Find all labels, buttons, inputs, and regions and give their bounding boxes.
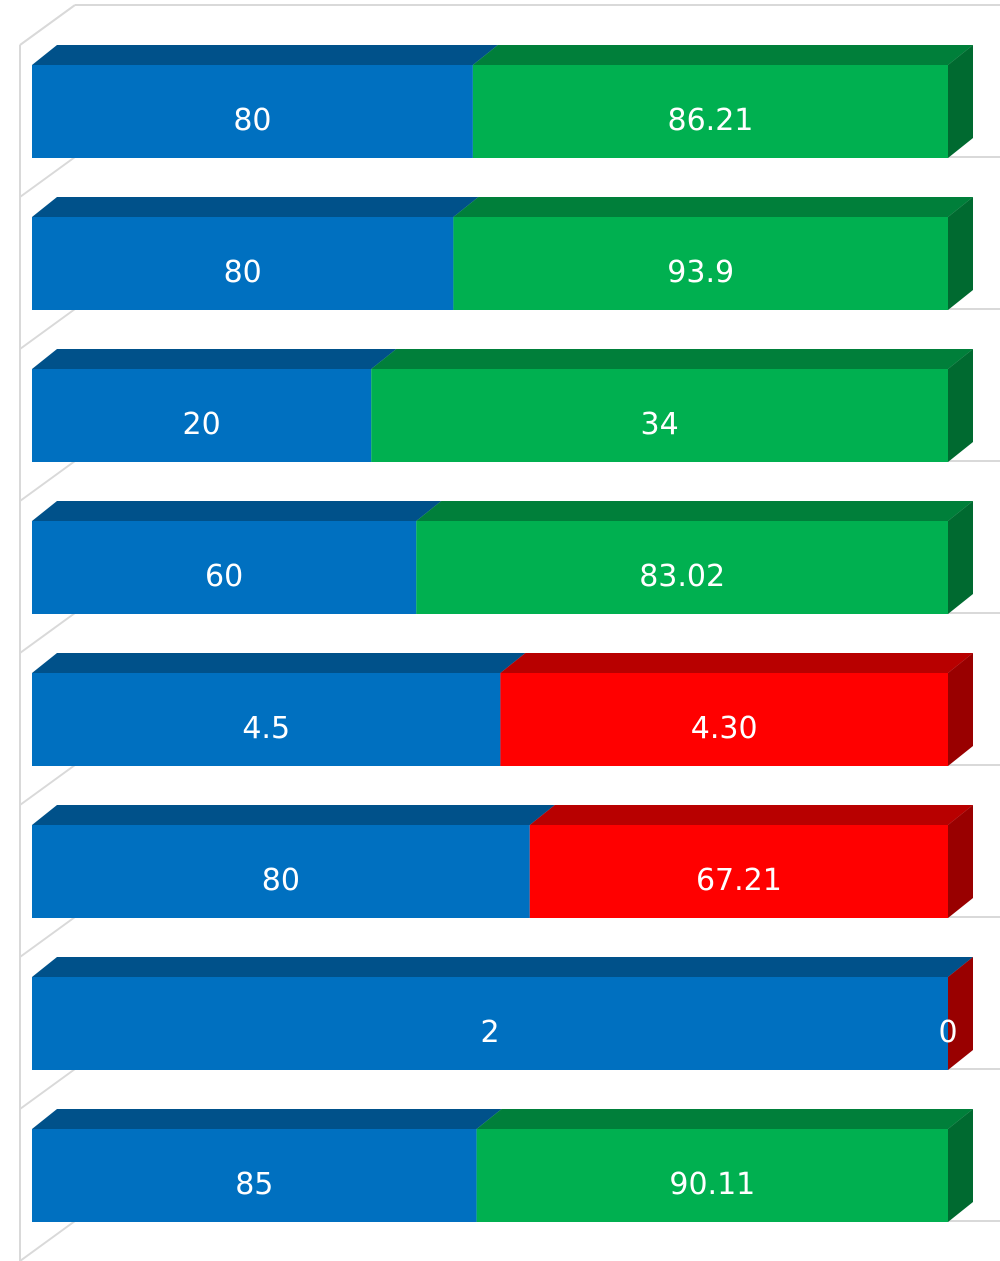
- category-separator: [19, 916, 76, 958]
- bar-top: [32, 349, 397, 369]
- bar-front: [32, 65, 473, 158]
- bar-top: [32, 1109, 502, 1129]
- bar-top: [32, 957, 973, 977]
- bar-top: [472, 45, 973, 65]
- bar-top: [32, 653, 526, 673]
- bar-front: [32, 369, 372, 462]
- bar-side: [948, 1109, 973, 1222]
- category-separator: [19, 764, 76, 806]
- bar-segment: [32, 501, 442, 614]
- data-label: 4.5: [242, 711, 290, 746]
- data-label: 20: [183, 407, 221, 442]
- bar-top: [32, 805, 555, 825]
- bar-segment: [32, 957, 973, 1070]
- data-label: 85: [235, 1167, 273, 1202]
- bar-front: [32, 673, 501, 766]
- bar-front: [416, 521, 948, 614]
- bar-side: [948, 349, 973, 462]
- bar-segment: [500, 653, 973, 766]
- data-label: 80: [224, 255, 262, 290]
- data-label: 90.11: [669, 1167, 755, 1202]
- bar-top: [453, 197, 973, 217]
- category-separator: [19, 156, 76, 198]
- bar-front: [472, 65, 948, 158]
- bar-front: [32, 217, 454, 310]
- bar-top: [371, 349, 973, 369]
- bar-segment: [32, 805, 555, 918]
- bar-side: [948, 197, 973, 310]
- bar-top: [32, 501, 442, 521]
- category-separator: [19, 460, 76, 502]
- category-separator: [19, 1068, 76, 1110]
- bar-segment: [32, 197, 479, 310]
- bar-segment: [32, 1109, 502, 1222]
- category-separator: [19, 612, 76, 654]
- bar-front: [32, 1129, 477, 1222]
- bar-side: [948, 957, 973, 1070]
- bar-segment: [32, 349, 397, 462]
- data-label: 34: [641, 407, 679, 442]
- data-label: 0: [938, 1015, 957, 1050]
- data-label: 93.9: [667, 255, 734, 290]
- bar-top: [529, 805, 973, 825]
- bar-side: [948, 653, 973, 766]
- bar-top: [416, 501, 973, 521]
- data-label: 80: [233, 103, 271, 138]
- bar-side: [948, 501, 973, 614]
- category-separator: [19, 4, 76, 46]
- bar-top: [32, 197, 479, 217]
- bar-front: [32, 977, 948, 1070]
- bar-side: [948, 805, 973, 918]
- bar-segment: [472, 45, 973, 158]
- bar-front: [32, 825, 530, 918]
- bar-front: [453, 217, 948, 310]
- bar-front: [529, 825, 948, 918]
- data-label: 60: [205, 559, 243, 594]
- bar-segment: [453, 197, 973, 310]
- bar-segment: [948, 957, 973, 1070]
- bar-segment: [32, 45, 498, 158]
- data-label: 4.30: [691, 711, 758, 746]
- data-label: 67.21: [696, 863, 782, 898]
- bar-top: [476, 1109, 973, 1129]
- bar-side: [948, 45, 973, 158]
- data-label: 83.02: [639, 559, 725, 594]
- data-label: 80: [262, 863, 300, 898]
- category-separator: [19, 1220, 76, 1261]
- bar-segment: [32, 653, 526, 766]
- bar-top: [32, 45, 498, 65]
- data-label: 86.21: [667, 103, 753, 138]
- bar-segment: [476, 1109, 973, 1222]
- data-label: 2: [480, 1015, 499, 1050]
- bar-front: [476, 1129, 948, 1222]
- bar-segment: [529, 805, 973, 918]
- bar-segment: [416, 501, 973, 614]
- category-separator: [19, 308, 76, 350]
- bar-segment: [371, 349, 973, 462]
- bar-top: [500, 653, 973, 673]
- bar-front: [32, 521, 417, 614]
- bar-front: [371, 369, 948, 462]
- bar-front: [500, 673, 948, 766]
